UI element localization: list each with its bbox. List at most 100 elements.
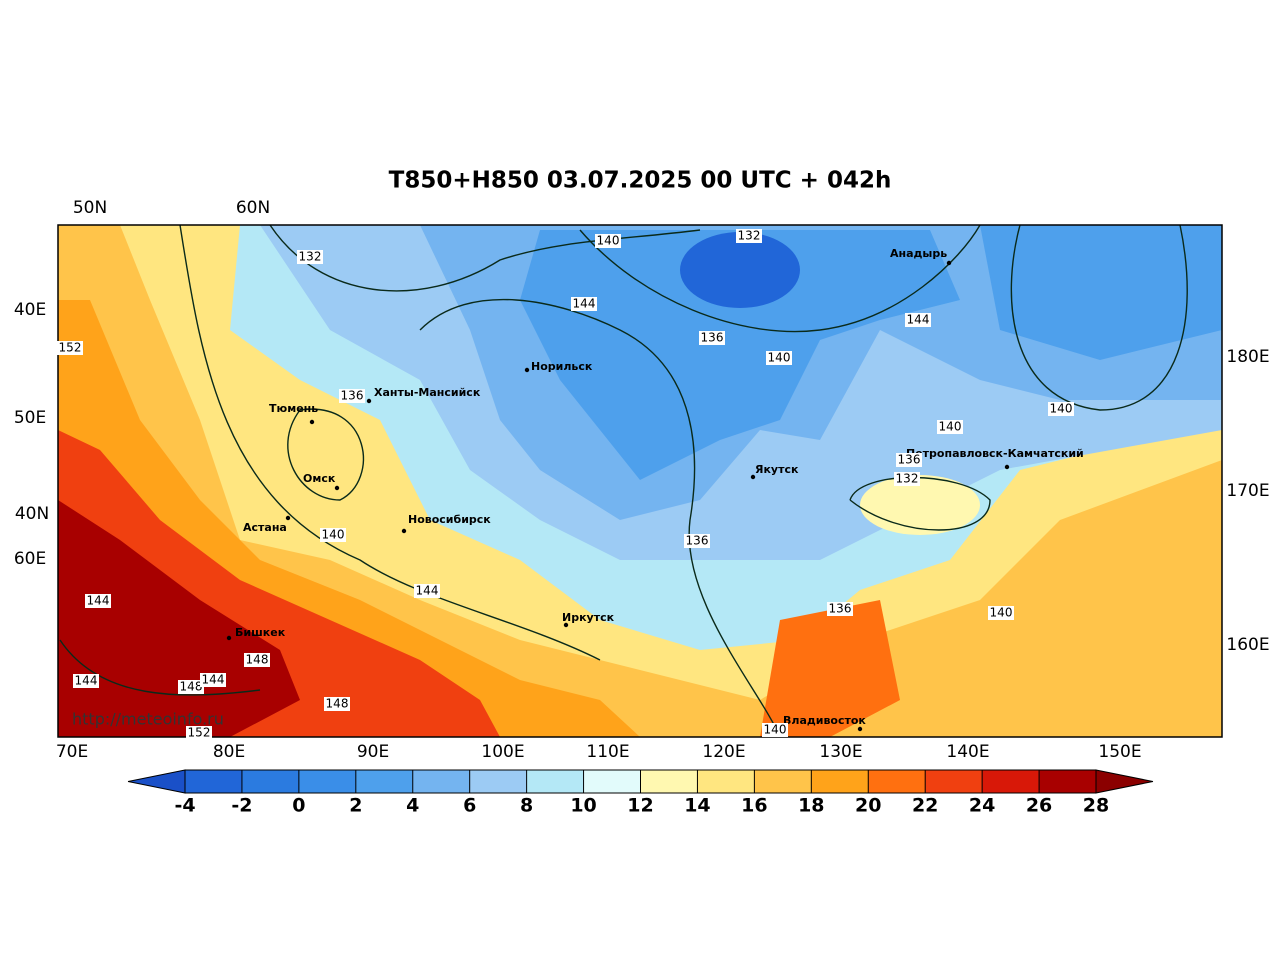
contour-label-bg xyxy=(297,250,323,264)
colorbar-swatch xyxy=(241,770,299,793)
contour-label-bg xyxy=(178,680,204,694)
contour-label: 136 xyxy=(686,534,709,548)
contour-label: 132 xyxy=(738,229,761,243)
colorbar-swatch xyxy=(185,770,242,793)
colorbar-swatch xyxy=(754,770,812,793)
colorbar-swatch xyxy=(1039,770,1096,793)
city-dot xyxy=(946,260,952,266)
contour-label-bg xyxy=(684,534,710,548)
contour-label: 140 xyxy=(1050,402,1073,416)
contour-label-bg xyxy=(736,229,762,243)
city-dot xyxy=(857,726,863,732)
grid-label: 60N xyxy=(236,198,270,218)
contour-label: 136 xyxy=(829,602,852,616)
city-label: Норильск xyxy=(531,360,593,373)
city-label: Анадырь xyxy=(890,247,947,260)
contour-label: 144 xyxy=(573,297,596,311)
grid-label: 180E xyxy=(1226,347,1269,367)
contour-label: 148 xyxy=(246,653,269,667)
colorbar-swatch xyxy=(640,770,698,793)
contour-label-bg xyxy=(766,351,792,365)
grid-label: 80E xyxy=(213,742,245,762)
colorbar-swatch xyxy=(811,770,869,793)
contour-label-bg xyxy=(905,313,931,327)
contour-label: 140 xyxy=(322,528,345,542)
contour-label-bg xyxy=(595,234,621,248)
grid-label: 60E xyxy=(14,549,46,569)
colorbar-tick-label: 26 xyxy=(1026,795,1052,817)
city-label: Астана xyxy=(243,521,287,534)
map-frame xyxy=(57,224,1223,738)
colorbar-tick-label: 4 xyxy=(406,795,419,817)
grid-label: 100E xyxy=(481,742,524,762)
colorbar-extend-high xyxy=(1095,769,1154,794)
contour-label: 144 xyxy=(907,313,930,327)
grid-label: 130E xyxy=(819,742,862,762)
colorbar-tick-label: 14 xyxy=(684,795,710,817)
contour-label-bg xyxy=(896,453,922,467)
contour-label: 140 xyxy=(597,234,620,248)
contour-label: 140 xyxy=(768,351,791,365)
colorbar-tick-label: 22 xyxy=(912,795,938,817)
contour-label: 136 xyxy=(341,389,364,403)
contour-label-bg xyxy=(699,331,725,345)
city-label: Ханты-Мансийск xyxy=(374,386,481,399)
colorbar-tick-label: 20 xyxy=(855,795,881,817)
grid-label: 50N xyxy=(73,198,107,218)
colorbar-tick-label: 0 xyxy=(292,795,305,817)
colorbar-tick-label: 12 xyxy=(627,795,653,817)
city-dot xyxy=(1004,464,1010,470)
colorbar-tick-label: -2 xyxy=(231,795,252,817)
contour-label: 152 xyxy=(59,341,82,355)
contour-label-bg xyxy=(571,297,597,311)
map-title: T850+H850 03.07.2025 00 UTC + 042h xyxy=(389,168,892,194)
city-dot xyxy=(563,622,569,628)
colorbar-tick-label: 18 xyxy=(798,795,824,817)
city-label: Омск xyxy=(303,472,336,485)
grid-label: 170E xyxy=(1226,481,1269,501)
contour-label-bg xyxy=(244,653,270,667)
city-label: Иркутск xyxy=(562,611,615,624)
contour-label-bg xyxy=(894,472,920,486)
contour-label-bg xyxy=(85,594,111,608)
contour-label-bg xyxy=(186,726,212,740)
contour-label: 148 xyxy=(180,680,203,694)
grid-label: 120E xyxy=(702,742,745,762)
contour-label: 144 xyxy=(87,594,110,608)
grid-label: 40E xyxy=(14,300,46,320)
colorbar-tick-label: 6 xyxy=(463,795,476,817)
colorbar-swatch xyxy=(868,770,926,793)
contour-label-bg xyxy=(73,674,99,688)
city-dot xyxy=(226,635,232,641)
city-label: Новосибирск xyxy=(408,513,491,526)
colorbar-swatch xyxy=(298,770,356,793)
grid-label: 40N xyxy=(15,504,49,524)
colorbar-tick-label: 24 xyxy=(969,795,995,817)
contour-label: 132 xyxy=(896,472,919,486)
city-label: Тюмень xyxy=(269,402,318,415)
colorbar-tick-label: 16 xyxy=(741,795,767,817)
colorbar-swatch xyxy=(982,770,1040,793)
contour-label: 144 xyxy=(416,584,439,598)
colorbar-tick-label: -4 xyxy=(174,795,195,817)
city-dot xyxy=(334,485,340,491)
contour-label: 152 xyxy=(188,726,211,740)
colorbar-extend-low xyxy=(127,769,186,794)
grid-label: 150E xyxy=(1098,742,1141,762)
contour-label: 136 xyxy=(898,453,921,467)
city-label: Якутск xyxy=(755,463,799,476)
grid-label: 140E xyxy=(946,742,989,762)
contour-label-bg xyxy=(937,420,963,434)
temperature-field xyxy=(58,225,1222,737)
city-label: Владивосток xyxy=(783,714,866,727)
colorbar-tick-label: 28 xyxy=(1083,795,1109,817)
grid-label: 160E xyxy=(1226,635,1269,655)
colorbar-tick-label: 2 xyxy=(349,795,362,817)
colorbar-swatch xyxy=(469,770,527,793)
source-url: http://meteoinfo.ru xyxy=(72,710,224,729)
contour-label: 148 xyxy=(326,697,349,711)
city-dot xyxy=(309,419,315,425)
colorbar-swatch xyxy=(583,770,641,793)
contour-label-bg xyxy=(988,606,1014,620)
